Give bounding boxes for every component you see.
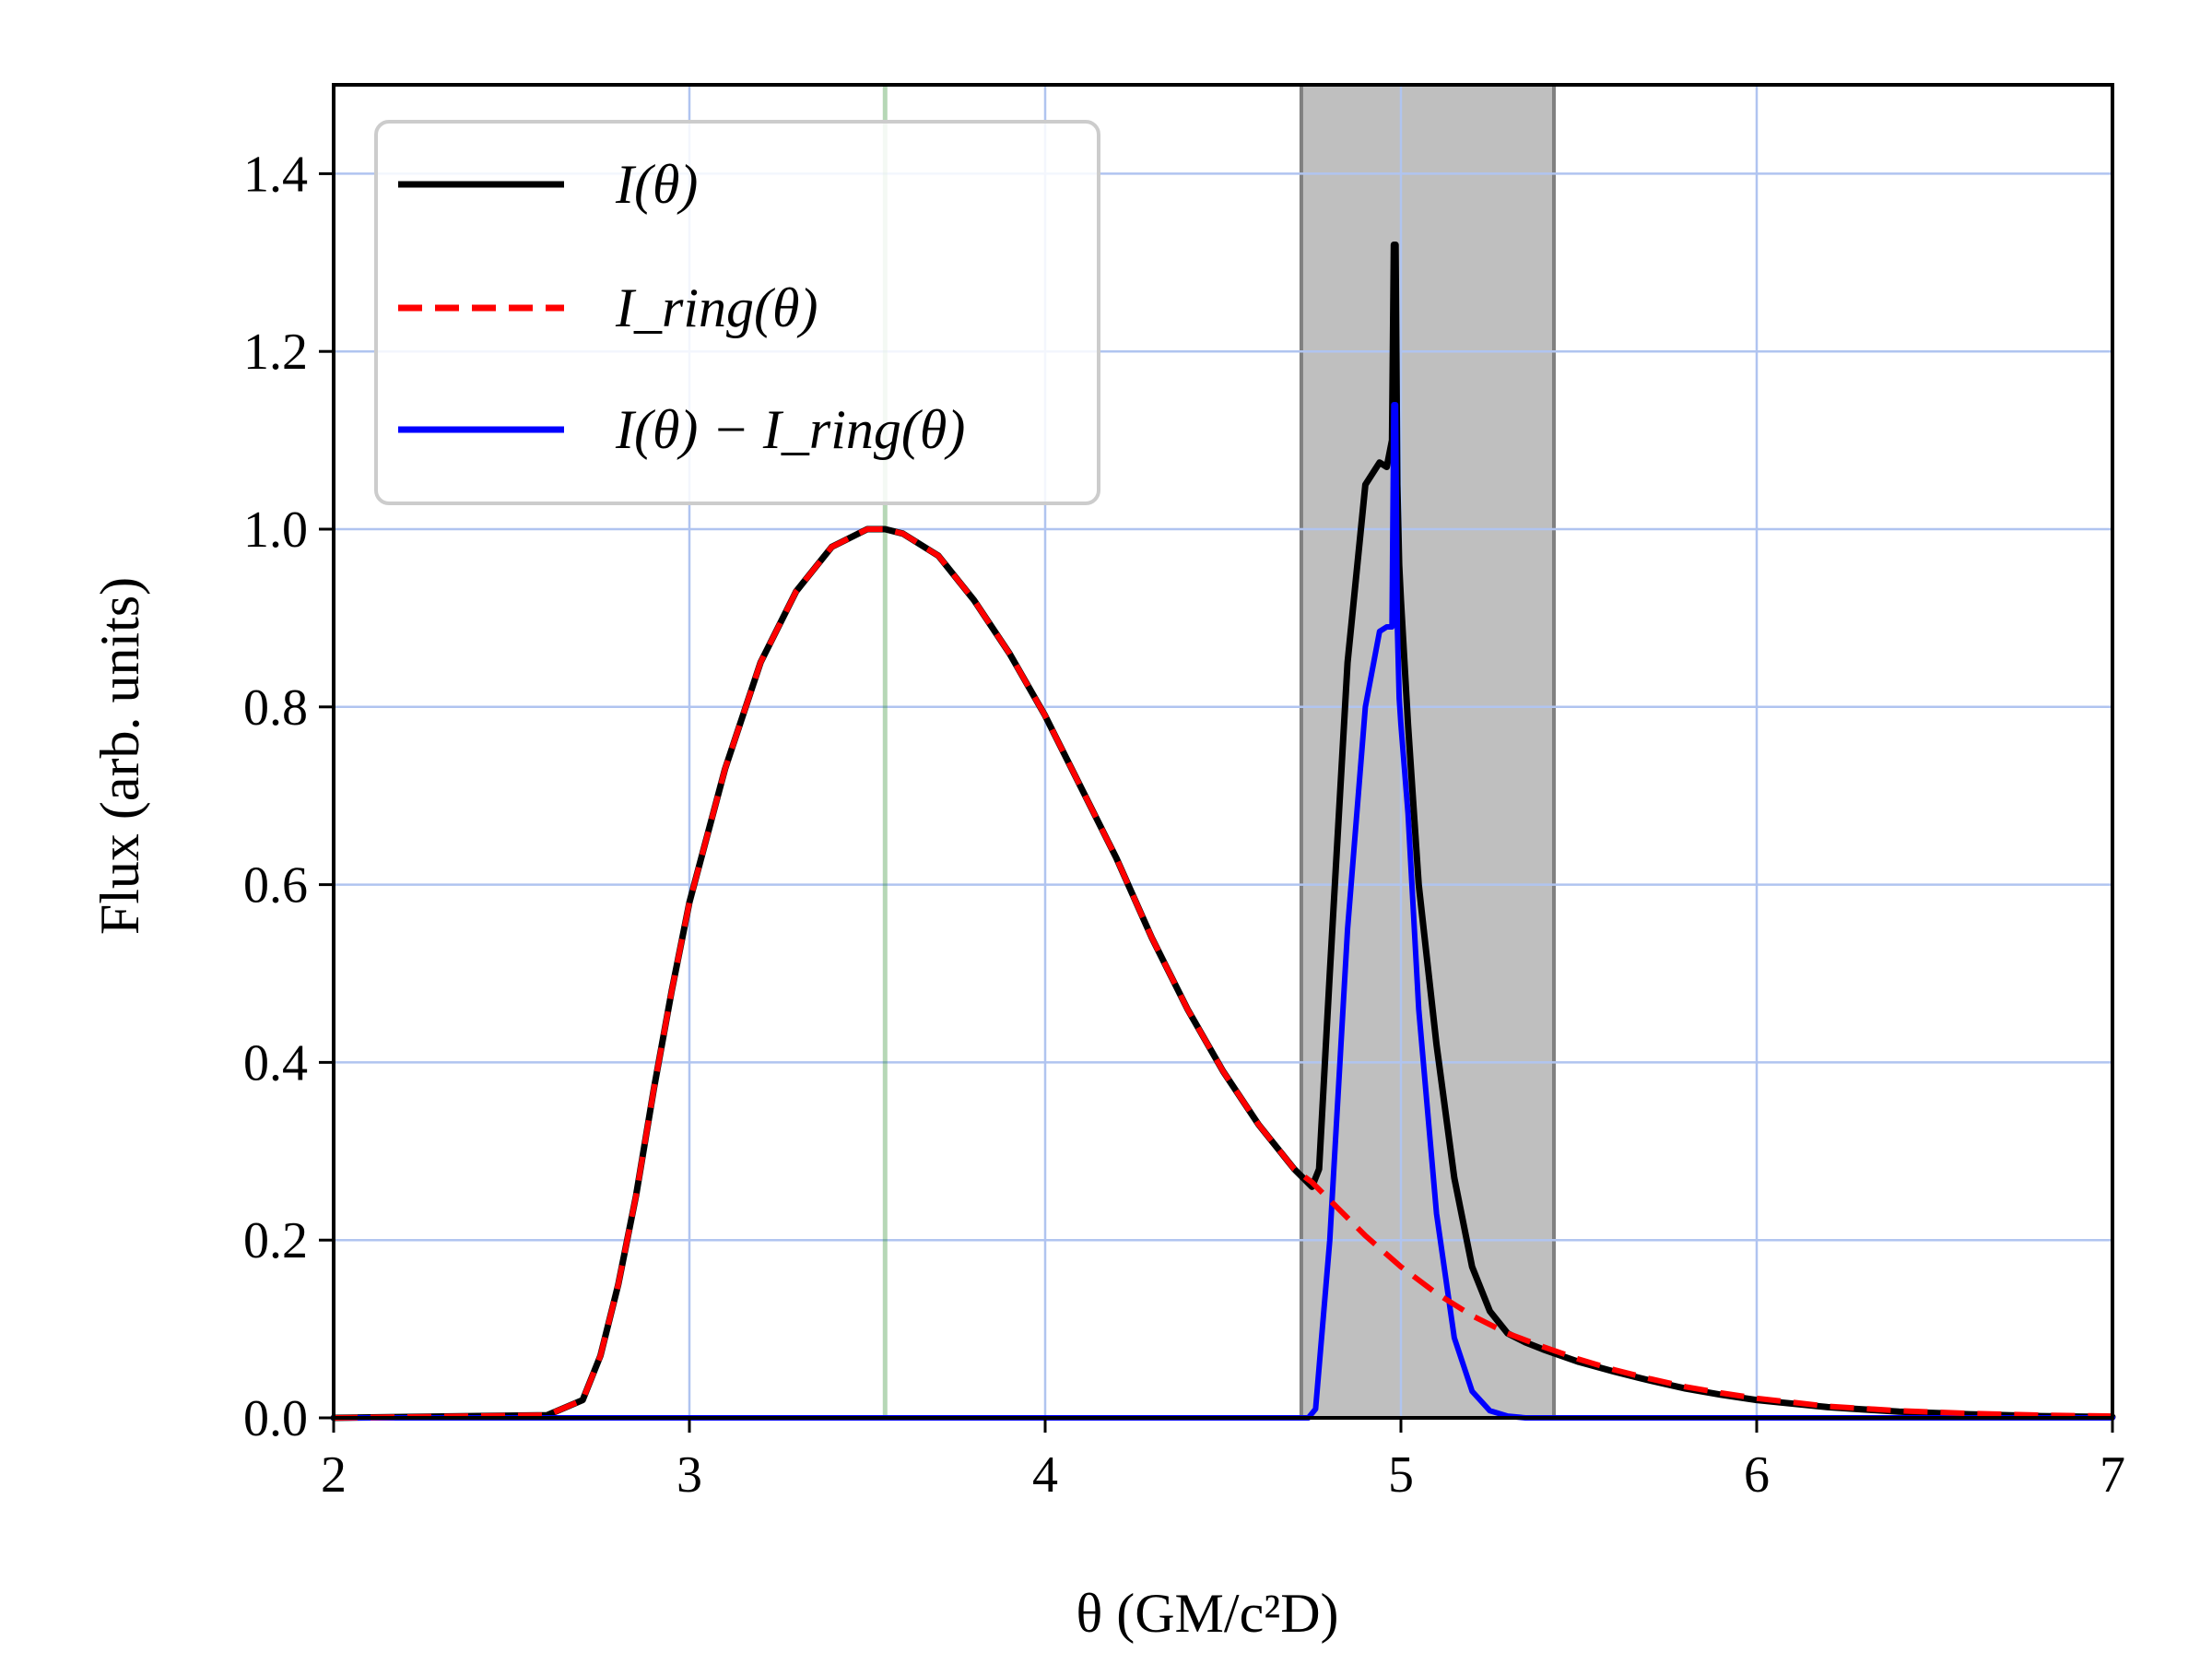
- legend-box: [374, 120, 1100, 505]
- y-tick-label: 1.2: [243, 324, 308, 381]
- x-tick-label: 6: [1744, 1446, 1770, 1504]
- x-tick-label: 2: [321, 1446, 347, 1504]
- legend-label-ring: I_ring(θ): [615, 277, 818, 338]
- plot-frame: [332, 83, 2114, 1420]
- y-tick-label: 0.2: [243, 1212, 308, 1269]
- x-tick-label: 4: [1032, 1446, 1058, 1504]
- legend-label-difference: I(θ) − I_ring(θ): [615, 399, 965, 460]
- y-tick-label: 0.8: [243, 679, 308, 737]
- series-line-ring: [333, 526, 2113, 1421]
- legend-label-total: I(θ): [615, 154, 698, 215]
- y-tick-label: 0.6: [243, 857, 308, 915]
- series-line-difference: [331, 402, 2115, 1421]
- x-axis-label: θ (GM/c²D): [1077, 1583, 1339, 1644]
- legend: I(θ) I_ring(θ) I(θ) − I_ring(θ): [374, 120, 1100, 505]
- x-tick-label: 7: [2100, 1446, 2125, 1504]
- y-tick-label: 1.0: [243, 502, 308, 559]
- x-tick-label: 3: [677, 1446, 702, 1504]
- y-tick-label: 0.0: [243, 1390, 308, 1447]
- shaded-region: [1300, 85, 1554, 1418]
- y-axis-label: Flux (arb. units): [89, 577, 150, 935]
- y-tick-label: 0.4: [243, 1034, 308, 1092]
- series-layer: [330, 242, 2116, 1422]
- shaded-region-layer: [1299, 85, 1556, 1418]
- tick-layer: 2 3 4 5 6 7 0.0 0.2 0.4 0.6 0.8 1.0 1.2 1.4: [243, 146, 2125, 1504]
- y-tick-label: 1.4: [243, 146, 308, 203]
- x-tick-label: 5: [1388, 1446, 1414, 1504]
